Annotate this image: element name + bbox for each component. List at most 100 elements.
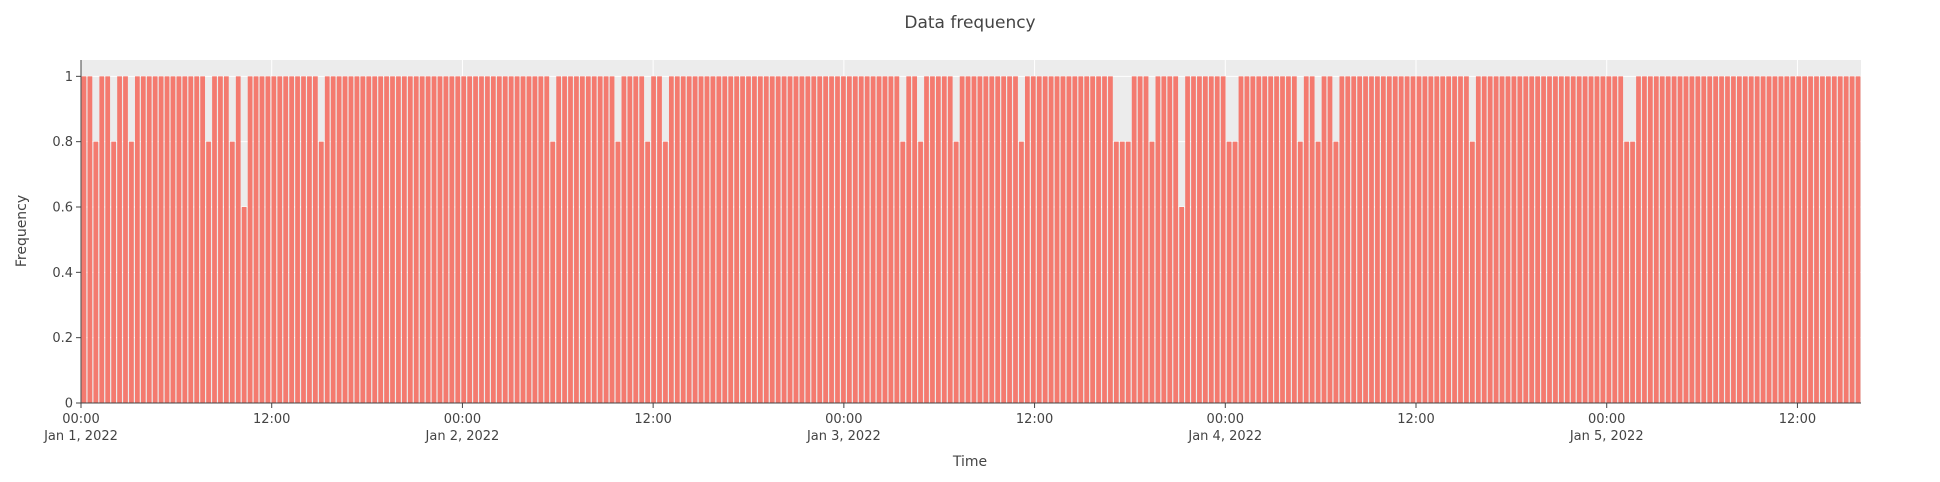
bar xyxy=(941,76,947,403)
bar xyxy=(757,76,763,403)
bar xyxy=(900,141,906,404)
bar xyxy=(265,76,271,403)
bar xyxy=(1369,76,1374,403)
bar xyxy=(787,76,793,403)
bar xyxy=(1303,76,1309,403)
bar xyxy=(1155,76,1161,403)
bar xyxy=(1197,76,1202,403)
bar xyxy=(568,76,573,403)
x-tick-label: 12:00 xyxy=(1016,412,1053,427)
bar xyxy=(1422,76,1428,403)
bar xyxy=(1345,76,1351,403)
bar xyxy=(609,76,615,403)
bar xyxy=(1766,76,1772,403)
axes: 0 0.2 0.4 0.6 0.8 1 00:00 Jan 1, 2022 12:00 00:00… xyxy=(43,60,1861,444)
bar xyxy=(1446,76,1452,403)
y-tick-label: 0.2 xyxy=(52,331,73,346)
bar xyxy=(479,76,484,403)
bar xyxy=(312,76,318,403)
bars xyxy=(81,76,1861,404)
bar xyxy=(1612,76,1618,403)
bar xyxy=(1849,76,1855,403)
bar xyxy=(390,76,395,403)
bar xyxy=(698,76,704,403)
bar xyxy=(1624,141,1630,404)
bar xyxy=(301,76,306,403)
y-tick-label: 1 xyxy=(65,70,73,85)
bar xyxy=(1036,76,1042,403)
bar xyxy=(805,76,811,403)
bar xyxy=(473,76,478,403)
bar xyxy=(603,76,609,403)
bar xyxy=(1582,76,1588,403)
bar xyxy=(182,76,188,403)
bar xyxy=(372,76,378,403)
bar xyxy=(1078,76,1084,403)
bar xyxy=(1327,76,1333,403)
bar xyxy=(384,76,389,403)
bar xyxy=(413,76,419,403)
bar xyxy=(1066,76,1072,403)
bar xyxy=(342,76,348,403)
bar xyxy=(111,141,117,404)
bar xyxy=(1054,76,1060,403)
bar xyxy=(1256,76,1262,403)
bar xyxy=(1363,76,1368,403)
bar xyxy=(1594,76,1600,403)
bar xyxy=(1220,76,1226,403)
bar xyxy=(663,141,668,404)
bar xyxy=(366,76,372,403)
bar xyxy=(1825,76,1831,403)
bar xyxy=(152,76,158,403)
bar xyxy=(330,76,336,403)
bar xyxy=(562,76,567,403)
bar xyxy=(485,76,490,403)
bar xyxy=(680,76,686,403)
bar xyxy=(686,76,692,403)
bar xyxy=(1291,76,1297,403)
bar xyxy=(1452,76,1457,403)
bar xyxy=(888,76,894,403)
bar xyxy=(556,76,562,403)
bar xyxy=(835,76,840,403)
bar xyxy=(1013,76,1018,403)
bar xyxy=(1173,76,1179,403)
bar xyxy=(520,76,526,403)
bar xyxy=(508,76,514,403)
bar xyxy=(401,76,407,403)
bar xyxy=(1042,76,1048,403)
bar xyxy=(1487,76,1493,403)
bar xyxy=(443,76,449,403)
bar xyxy=(817,76,823,403)
bar xyxy=(858,76,864,403)
bar xyxy=(99,76,105,403)
bar xyxy=(1778,76,1784,403)
bar xyxy=(1653,76,1659,403)
bar xyxy=(1642,76,1647,403)
bar xyxy=(1481,76,1487,403)
bar xyxy=(1048,76,1054,403)
bar xyxy=(627,76,633,403)
bar xyxy=(692,76,698,403)
bar xyxy=(1321,76,1327,403)
bar xyxy=(621,76,627,403)
bar xyxy=(1060,76,1066,403)
bar xyxy=(1814,76,1819,403)
bar xyxy=(1677,76,1683,403)
bar xyxy=(841,76,846,403)
bar xyxy=(1149,141,1155,404)
bar xyxy=(728,76,734,403)
bar xyxy=(793,76,799,403)
bar xyxy=(876,76,882,403)
bar xyxy=(1505,76,1511,403)
bar xyxy=(1119,141,1125,404)
bar xyxy=(1725,76,1730,403)
y-axis-label: Frequency xyxy=(14,195,30,267)
bar xyxy=(846,76,852,403)
bar xyxy=(259,76,265,403)
plot-background xyxy=(81,60,1861,403)
bar xyxy=(930,76,935,403)
bar xyxy=(1007,76,1012,403)
bar xyxy=(1333,141,1339,404)
